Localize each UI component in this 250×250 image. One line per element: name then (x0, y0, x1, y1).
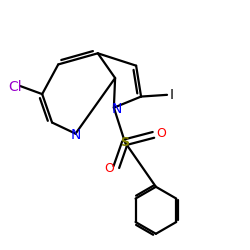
Text: Cl: Cl (8, 80, 22, 94)
Text: S: S (120, 136, 130, 149)
Text: O: O (156, 127, 166, 140)
Text: N: N (112, 102, 122, 116)
Text: I: I (170, 88, 174, 102)
Text: O: O (104, 162, 114, 175)
Text: N: N (71, 128, 81, 142)
